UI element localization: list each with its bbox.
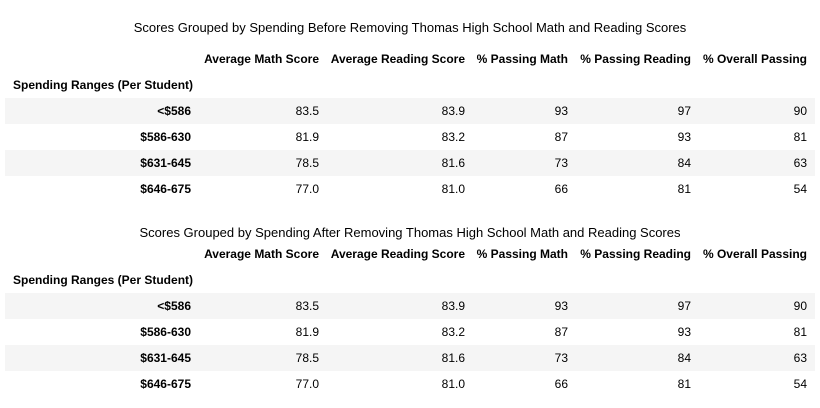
- table-cell: 87: [554, 325, 568, 339]
- table-title: Scores Grouped by Spending Before Removi…: [133, 20, 687, 35]
- row-index: $586-630: [140, 325, 191, 339]
- table-cell: 63: [793, 156, 807, 170]
- column-header: % Overall Passing: [702, 247, 807, 261]
- column-header: % Overall Passing: [702, 52, 807, 66]
- table-title: Scores Grouped by Spending After Removin…: [139, 225, 681, 240]
- table-cell: 66: [554, 377, 568, 391]
- index-name: Spending Ranges (Per Student): [13, 78, 194, 92]
- table-cell: 97: [677, 299, 691, 313]
- row-index: <$586: [157, 104, 191, 118]
- table-cell: 81: [677, 182, 691, 196]
- column-header: % Passing Math: [476, 247, 568, 261]
- column-header: Average Math Score: [204, 247, 319, 261]
- row-index: <$586: [157, 299, 191, 313]
- table-cell: 81.6: [441, 156, 465, 170]
- table-cell: 83.5: [295, 104, 319, 118]
- table-cell: 97: [677, 104, 691, 118]
- table-cell: 93: [554, 299, 568, 313]
- table-cell: 73: [554, 351, 568, 365]
- table-cell: 90: [793, 104, 807, 118]
- row-index: $631-645: [140, 351, 191, 365]
- table-cell: 54: [793, 377, 807, 391]
- row-stripe: [5, 293, 815, 319]
- row-stripe: [5, 345, 815, 371]
- table-cell: 81.6: [441, 351, 465, 365]
- table-cell: 93: [677, 130, 691, 144]
- table-cell: 83.5: [295, 299, 319, 313]
- table-cell: 90: [793, 299, 807, 313]
- table-cell: 84: [677, 156, 691, 170]
- row-index: $586-630: [140, 130, 191, 144]
- table-cell: 81.9: [295, 130, 319, 144]
- table-cell: 78.5: [295, 351, 319, 365]
- row-index: $631-645: [140, 156, 191, 170]
- column-header: Average Reading Score: [330, 247, 465, 261]
- table-cell: 63: [793, 351, 807, 365]
- table-cell: 77.0: [295, 377, 319, 391]
- table-cell: 93: [554, 104, 568, 118]
- table-cell: 84: [677, 351, 691, 365]
- table-cell: 77.0: [295, 182, 319, 196]
- row-index: $646-675: [140, 182, 191, 196]
- table-cell: 83.2: [441, 130, 465, 144]
- table-cell: 81: [793, 130, 807, 144]
- table-cell: 81: [677, 377, 691, 391]
- table-cell: 66: [554, 182, 568, 196]
- table-cell: 81.0: [441, 377, 465, 391]
- table-cell: 87: [554, 130, 568, 144]
- row-stripe: [5, 98, 815, 124]
- table-cell: 81.9: [295, 325, 319, 339]
- column-header: % Passing Math: [476, 52, 568, 66]
- column-header: Average Reading Score: [330, 52, 465, 66]
- index-name: Spending Ranges (Per Student): [13, 273, 194, 287]
- table-cell: 54: [793, 182, 807, 196]
- column-header: % Passing Reading: [580, 247, 691, 261]
- table-cell: 93: [677, 325, 691, 339]
- table-cell: 83.2: [441, 325, 465, 339]
- table-cell: 81: [793, 325, 807, 339]
- table-cell: 83.9: [441, 299, 465, 313]
- column-header: % Passing Reading: [580, 52, 691, 66]
- table-cell: 83.9: [441, 104, 465, 118]
- table-cell: 78.5: [295, 156, 319, 170]
- table-cell: 73: [554, 156, 568, 170]
- row-index: $646-675: [140, 377, 191, 391]
- row-stripe: [5, 150, 815, 176]
- column-header: Average Math Score: [204, 52, 319, 66]
- table-cell: 81.0: [441, 182, 465, 196]
